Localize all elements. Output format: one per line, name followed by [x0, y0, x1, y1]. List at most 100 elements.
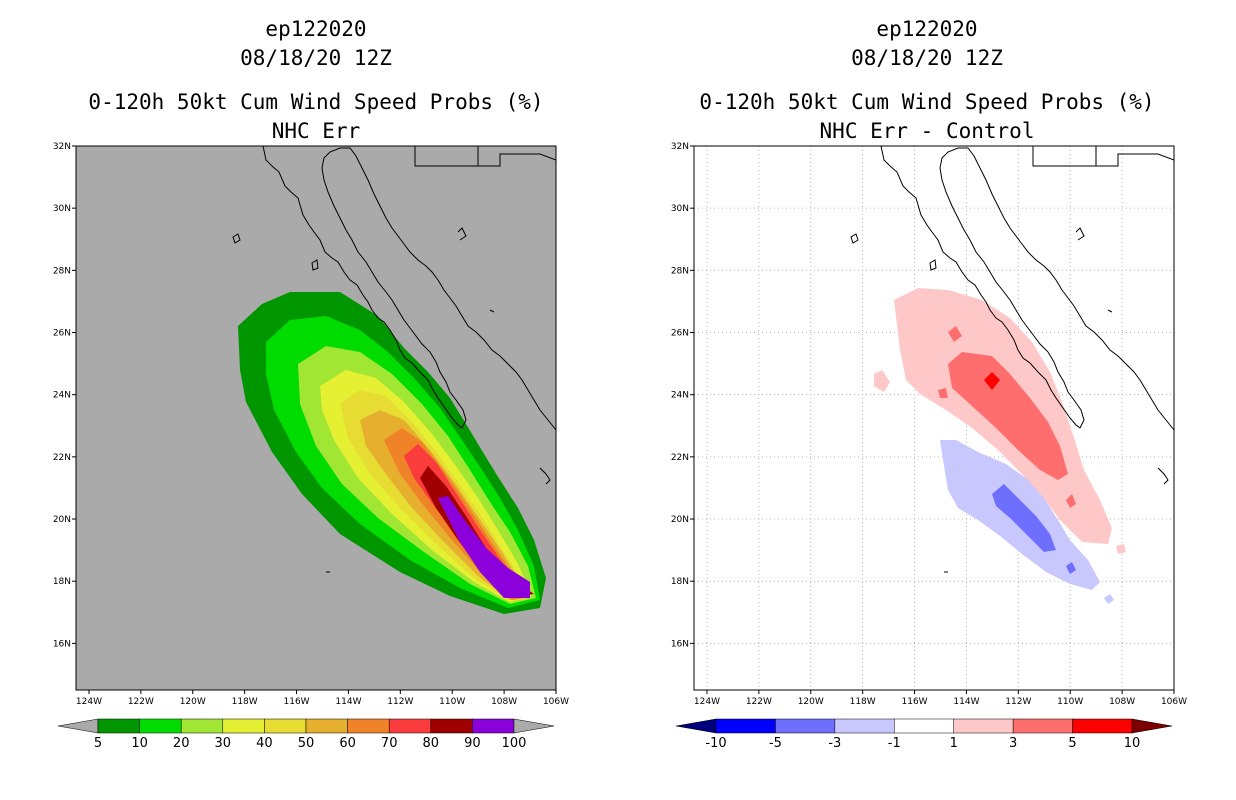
left-colorbar-swatch	[180, 718, 224, 734]
right-contour-positive-3d	[938, 388, 948, 398]
right-xtick-label: 110W	[1057, 697, 1083, 707]
left-ytick-label: 24N	[53, 391, 71, 401]
left-xtick-label: 108W	[491, 697, 517, 707]
right-xtick-label: 116W	[902, 697, 928, 707]
right-colorbar-label: 1	[950, 736, 958, 751]
left-colorbar-label: 10	[131, 736, 148, 751]
right-colorbar-swatch	[894, 718, 954, 734]
right-ytick-label: 26N	[671, 329, 689, 339]
right-colorbar-high-arrow	[1131, 718, 1173, 734]
left-title-date: 08/18/20 12Z	[240, 46, 392, 70]
right-contour-positive-1c	[1116, 544, 1126, 554]
left-colorbar-swatch	[264, 718, 307, 734]
left-xtick-label: 112W	[387, 697, 413, 707]
left-title-product: 0-120h 50kt Cum Wind Speed Probs (%)	[88, 90, 544, 114]
right-colorbar-label: 5	[1068, 736, 1076, 751]
right-colorbar-label: 3	[1009, 736, 1017, 751]
right-xtick-label: 108W	[1109, 697, 1135, 707]
right-xtick-label: 120W	[798, 697, 824, 707]
left-colorbar-label: 90	[464, 736, 481, 751]
left-colorbar-swatch	[472, 718, 515, 734]
right-ytick-label: 30N	[671, 204, 689, 214]
right-colorbar-swatch	[834, 718, 895, 734]
right-contour-positive-5	[984, 372, 1000, 390]
right-colorbar-swatch	[1072, 718, 1133, 734]
left-ytick-label: 22N	[53, 453, 71, 463]
right-contour-negative-3b	[1066, 562, 1076, 574]
right-ytick-label: 18N	[671, 577, 689, 587]
left-colorbar-swatch	[222, 718, 265, 734]
left-colorbar-label: 80	[423, 736, 440, 751]
left-colorbar-label: 5	[94, 736, 102, 751]
right-colorbar-label: -5	[769, 736, 782, 751]
left-xtick-label: 120W	[180, 697, 206, 707]
right-colorbar-swatch	[1012, 718, 1073, 734]
right-xtick-label: 118W	[850, 697, 876, 707]
left-colorbar-swatch	[305, 718, 348, 734]
right-ytick-label: 24N	[671, 391, 689, 401]
left-colorbar-swatch	[347, 718, 390, 734]
left-contour-90	[438, 496, 530, 598]
right-colorbar-label: -3	[828, 736, 841, 751]
right-title-subtitle: NHC Err - Control	[819, 119, 1035, 143]
left-colorbar-swatch	[430, 718, 473, 734]
left-ytick-label: 26N	[53, 329, 71, 339]
right-ytick-label: 16N	[671, 639, 689, 649]
left-ytick-label: 32N	[53, 142, 71, 152]
left-xtick-label: 106W	[543, 697, 569, 707]
right-colorbar-low-arrow	[675, 718, 717, 734]
right-contour-positive-1b	[874, 370, 890, 392]
left-colorbar-label: 70	[381, 736, 398, 751]
right-colorbar: -10 -5 -3 -1 1 3 5 10	[675, 718, 1173, 751]
left-ytick-label: 30N	[53, 204, 71, 214]
left-ytick-label: 20N	[53, 515, 71, 525]
left-xtick-label: 118W	[232, 697, 258, 707]
right-contour-negative-3	[992, 484, 1056, 552]
right-colorbar-swatch	[775, 718, 836, 734]
right-map-frame	[693, 145, 1175, 691]
left-colorbar-label: 60	[339, 736, 356, 751]
left-map-frame	[75, 145, 557, 691]
right-colorbar-label: 10	[1124, 736, 1141, 751]
right-title-storm: ep122020	[876, 17, 978, 41]
right-xtick-label: 114W	[953, 697, 979, 707]
right-xtick-label: 124W	[694, 697, 720, 707]
right-ytick-label: 32N	[671, 142, 689, 152]
right-difference-contours	[850, 146, 1174, 604]
left-colorbar: 5 10 20 30 40 50 60 70 80 90 100	[57, 718, 555, 751]
left-colorbar-high-arrow	[513, 718, 555, 734]
right-axis-ticks: 124W 122W 120W 118W 116W 114W 112W 110W 108W 106W…	[671, 142, 1187, 707]
right-map-background	[694, 146, 1174, 690]
left-ytick-label: 16N	[53, 639, 71, 649]
left-colorbar-swatch	[97, 718, 140, 734]
left-xtick-label: 116W	[284, 697, 310, 707]
right-title-product: 0-120h 50kt Cum Wind Speed Probs (%)	[699, 90, 1155, 114]
right-colorbar-label: -10	[705, 736, 726, 751]
right-colorbar-swatch	[953, 718, 1014, 734]
right-xtick-label: 112W	[1005, 697, 1031, 707]
left-xtick-label: 124W	[76, 697, 102, 707]
right-contour-positive-3c	[1066, 494, 1076, 508]
right-contour-positive-3b	[948, 326, 962, 342]
left-map-panel: 124W 122W 120W 118W 116W 114W 112W 110W 108W 106W…	[53, 142, 569, 707]
left-axis-ticks: 124W 122W 120W 118W 116W 114W 112W 110W 108W 106W…	[53, 142, 569, 707]
left-colorbar-label: 20	[173, 736, 190, 751]
right-ytick-label: 20N	[671, 515, 689, 525]
left-xtick-label: 114W	[335, 697, 361, 707]
left-xtick-label: 122W	[128, 697, 154, 707]
left-probability-contours	[232, 146, 556, 614]
left-colorbar-label: 40	[256, 736, 273, 751]
left-ytick-label: 18N	[53, 577, 71, 587]
left-ytick-label: 28N	[53, 266, 71, 276]
right-contour-negative-1b	[1104, 594, 1114, 604]
left-xtick-label: 110W	[439, 697, 465, 707]
left-colorbar-low-arrow	[57, 718, 99, 734]
right-map-panel: 124W 122W 120W 118W 116W 114W 112W 110W 108W 106W…	[671, 142, 1187, 707]
right-title-date: 08/18/20 12Z	[851, 46, 1003, 70]
left-colorbar-swatch	[388, 718, 432, 734]
right-colorbar-label: -1	[888, 736, 901, 751]
left-colorbar-swatch	[139, 718, 182, 734]
right-ytick-label: 22N	[671, 453, 689, 463]
left-colorbar-label: 30	[215, 736, 232, 751]
